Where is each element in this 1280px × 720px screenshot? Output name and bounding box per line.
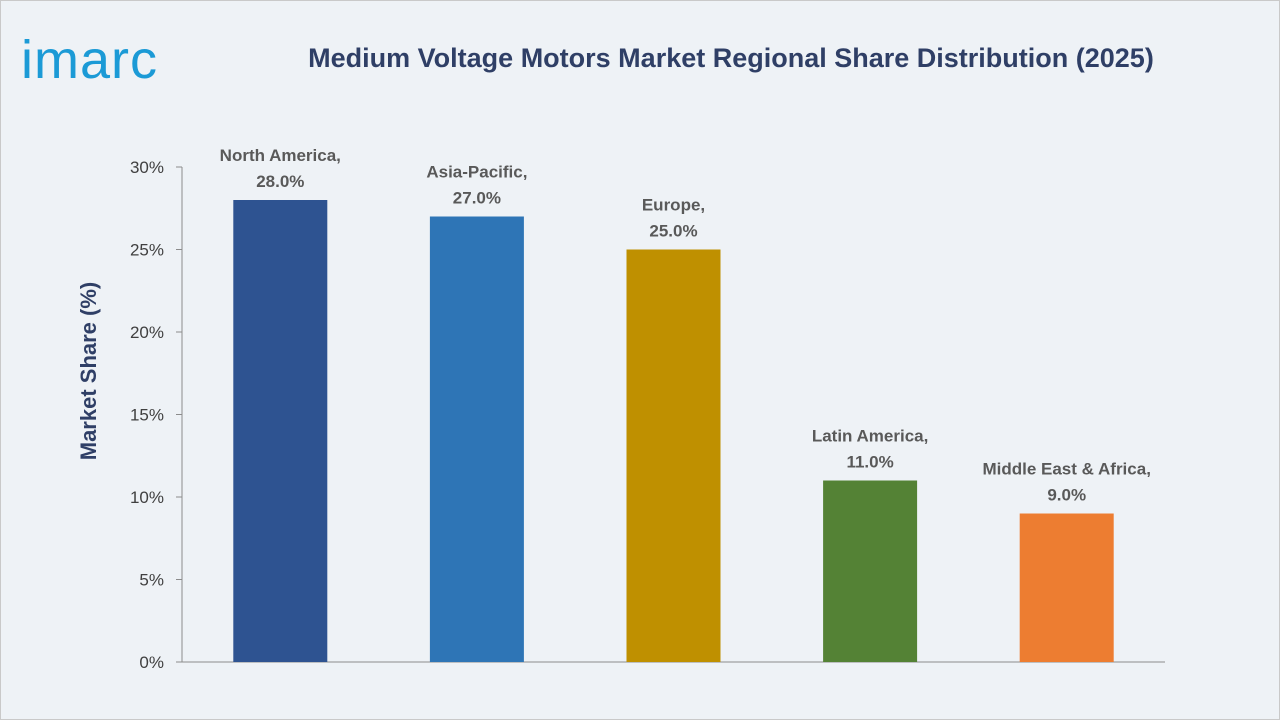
imarc-logo: imarc — [21, 29, 206, 89]
data-label-category: Europe, — [642, 196, 705, 215]
y-tick-label: 25% — [130, 241, 164, 260]
bar — [233, 200, 328, 662]
y-tick-label: 10% — [130, 488, 164, 507]
bar — [429, 216, 524, 662]
bar — [823, 480, 918, 662]
data-label-category: Asia-Pacific, — [426, 163, 527, 182]
chart-title: Medium Voltage Motors Market Regional Sh… — [308, 43, 1154, 73]
data-label-value: 28.0% — [256, 172, 304, 191]
data-label-value: 9.0% — [1047, 486, 1086, 505]
y-tick-label: 15% — [130, 406, 164, 425]
y-tick-label: 30% — [130, 158, 164, 177]
data-label-category: North America, — [220, 146, 341, 165]
y-tick-label: 0% — [139, 653, 164, 672]
logo-text: imarc — [21, 30, 158, 90]
data-label-category: Latin America, — [812, 427, 929, 446]
y-tick-label: 5% — [139, 571, 164, 590]
y-tick-label: 20% — [130, 323, 164, 342]
data-label-value: 11.0% — [846, 453, 893, 472]
data-label-category: Middle East & Africa, — [982, 460, 1150, 479]
data-label-value: 25.0% — [649, 222, 697, 241]
bar — [626, 249, 721, 662]
data-label-value: 27.0% — [453, 189, 501, 208]
bar — [1019, 513, 1114, 662]
